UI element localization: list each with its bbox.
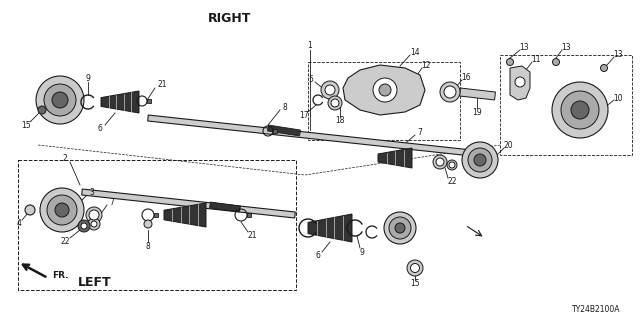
Circle shape [433, 155, 447, 169]
Circle shape [561, 91, 599, 129]
Circle shape [47, 195, 77, 225]
Text: 13: 13 [613, 50, 623, 59]
Text: 14: 14 [410, 47, 420, 57]
Text: 4: 4 [17, 219, 21, 228]
Text: 15: 15 [410, 279, 420, 289]
Text: 9: 9 [86, 74, 90, 83]
Text: 15: 15 [21, 121, 31, 130]
Circle shape [89, 210, 99, 220]
Circle shape [447, 160, 457, 170]
Circle shape [506, 59, 513, 66]
Circle shape [331, 99, 339, 107]
Polygon shape [308, 214, 352, 242]
Polygon shape [164, 203, 206, 227]
Circle shape [321, 81, 339, 99]
Circle shape [395, 223, 405, 233]
Text: RIGHT: RIGHT [208, 12, 252, 25]
Circle shape [78, 220, 90, 232]
Text: 17: 17 [299, 110, 309, 119]
Circle shape [38, 106, 46, 114]
Circle shape [373, 78, 397, 102]
Polygon shape [460, 88, 495, 100]
Bar [308, 62, 460, 140]
Polygon shape [247, 213, 251, 217]
Text: 8: 8 [146, 242, 150, 251]
Text: 21: 21 [157, 79, 167, 89]
Circle shape [407, 260, 423, 276]
Text: 10: 10 [613, 93, 623, 102]
Text: 7: 7 [417, 127, 422, 137]
Polygon shape [510, 66, 530, 100]
Text: 9: 9 [360, 247, 364, 257]
Circle shape [44, 84, 76, 116]
Text: 13: 13 [561, 43, 571, 52]
Polygon shape [210, 202, 241, 212]
Circle shape [552, 82, 608, 138]
Text: 1: 1 [308, 41, 312, 50]
Text: LEFT: LEFT [78, 276, 112, 289]
Circle shape [436, 158, 444, 166]
Text: FR.: FR. [52, 270, 68, 279]
Circle shape [25, 205, 35, 215]
Circle shape [449, 162, 455, 168]
Text: 22: 22 [447, 177, 457, 186]
Polygon shape [378, 148, 412, 168]
Polygon shape [148, 115, 490, 158]
Circle shape [91, 221, 97, 227]
Polygon shape [101, 91, 139, 113]
Circle shape [600, 65, 607, 71]
Circle shape [328, 96, 342, 110]
Circle shape [40, 188, 84, 232]
Polygon shape [343, 65, 425, 115]
Circle shape [462, 142, 498, 178]
Circle shape [88, 218, 100, 230]
Text: 21: 21 [247, 230, 257, 239]
Text: 19: 19 [472, 108, 482, 116]
Circle shape [552, 59, 559, 66]
Text: 8: 8 [283, 102, 287, 111]
Text: 6: 6 [97, 124, 102, 132]
Polygon shape [147, 99, 151, 103]
Circle shape [144, 220, 152, 228]
Text: TY24B2100A: TY24B2100A [572, 306, 620, 315]
Circle shape [52, 92, 68, 108]
Circle shape [474, 154, 486, 166]
Circle shape [468, 148, 492, 172]
Text: 16: 16 [461, 73, 471, 82]
Polygon shape [268, 125, 300, 136]
Text: 20: 20 [503, 140, 513, 149]
Text: 2: 2 [63, 154, 67, 163]
Text: 7: 7 [109, 197, 115, 206]
Text: 6: 6 [316, 252, 321, 260]
Circle shape [86, 207, 102, 223]
Circle shape [515, 77, 525, 87]
Circle shape [379, 84, 391, 96]
Text: 12: 12 [421, 60, 431, 69]
Text: 22: 22 [60, 236, 70, 245]
Circle shape [410, 263, 419, 273]
Circle shape [440, 82, 460, 102]
Circle shape [571, 101, 589, 119]
Text: 3: 3 [90, 188, 95, 196]
Circle shape [325, 85, 335, 95]
Text: 13: 13 [519, 43, 529, 52]
Polygon shape [273, 129, 277, 133]
Circle shape [444, 86, 456, 98]
Bar [500, 55, 632, 155]
Text: 18: 18 [335, 116, 345, 124]
Bar [18, 160, 296, 290]
Polygon shape [82, 189, 295, 218]
Text: 5: 5 [308, 75, 314, 84]
Circle shape [36, 76, 84, 124]
Polygon shape [154, 213, 158, 217]
Circle shape [384, 212, 416, 244]
Circle shape [55, 203, 69, 217]
Circle shape [389, 217, 411, 239]
Text: 11: 11 [531, 54, 541, 63]
Circle shape [81, 223, 87, 229]
